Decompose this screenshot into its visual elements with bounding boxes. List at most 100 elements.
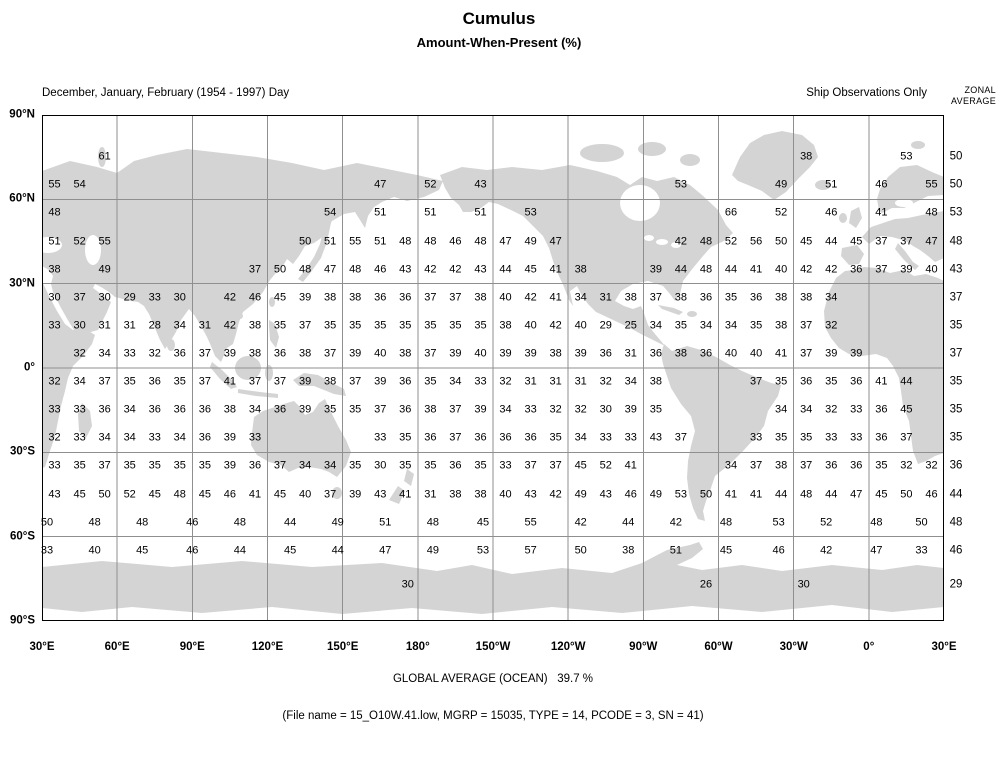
longitude-tick-label: 180°: [405, 641, 430, 653]
grid-cell-value: 37: [524, 459, 537, 472]
grid-cell-value: 44: [233, 544, 247, 557]
grid-cell-value: 42: [820, 544, 833, 557]
grid-cell-value: 35: [399, 459, 412, 472]
grid-cell-value: 49: [649, 488, 663, 500]
grid-cell-value: 50: [915, 516, 928, 529]
grid-cell-value: 42: [669, 516, 683, 529]
grid-cell-value: 33: [599, 431, 612, 444]
grid-cell-value: 48: [136, 516, 149, 529]
grid-cell-value: 36: [474, 431, 487, 444]
zonal-average-value: 35: [949, 431, 963, 444]
grid-cell-value: 33: [474, 375, 487, 388]
grid-cell-value: 36: [449, 459, 462, 472]
grid-cell-value: 45: [198, 488, 212, 500]
grid-cell-value: 39: [349, 347, 362, 360]
grid-cell-value: 37: [98, 375, 111, 388]
grid-cell-value: 48: [298, 263, 312, 276]
grid-cell-value: 53: [674, 178, 688, 191]
grid-cell-value: 55: [48, 178, 61, 191]
grid-cell-value: 45: [574, 459, 587, 472]
grid-cell-value: 31: [549, 375, 562, 388]
grid-cell-value: 36: [825, 459, 838, 472]
graticule: [42, 115, 944, 621]
grid-cell-value: 39: [524, 347, 537, 360]
grid-cell-value: 35: [424, 459, 437, 472]
grid-cell-value: 50: [273, 263, 287, 276]
grid-cell-value: 41: [875, 206, 888, 219]
grid-cell-value: 45: [273, 488, 287, 500]
grid-cell-value: 55: [524, 516, 537, 529]
grid-cell-value: 48: [426, 516, 440, 529]
grid-cell-value: 38: [248, 319, 262, 332]
grid-cell-value: 45: [148, 488, 161, 500]
grid-cell-value: 56: [749, 235, 763, 247]
grid-cell-value: 32: [825, 403, 838, 416]
grid-cell-value: 33: [148, 291, 161, 304]
grid-cell-value: 61: [98, 150, 111, 163]
grid-cell-value: 34: [173, 431, 186, 444]
grid-cell-value: 50: [900, 488, 913, 500]
grid-cell-value: 50: [40, 516, 54, 529]
grid-cell-value: 33: [915, 544, 928, 557]
zonal-average-value: 35: [949, 403, 963, 416]
grid-cell-value: 53: [524, 206, 537, 219]
grid-cell-value: 47: [374, 178, 387, 191]
grid-cell-value: 38: [649, 375, 663, 388]
grid-cell-value: 37: [323, 488, 337, 500]
grid-cell-value: 49: [774, 178, 788, 191]
grid-cell-value: 30: [73, 319, 86, 332]
grid-cell-value: 41: [399, 488, 412, 500]
grid-cell-value: 52: [73, 235, 86, 247]
grid-cell-value: 41: [749, 263, 763, 276]
grid-cell-value: 42: [424, 263, 437, 276]
grid-cell-value: 52: [774, 206, 788, 219]
grid-cell-value: 36: [800, 375, 813, 388]
grid-cell-value: 35: [875, 459, 888, 472]
grid-cell-value: 40: [374, 347, 387, 360]
grid-cell-value: 38: [800, 291, 813, 304]
grid-cell-value: 36: [98, 403, 111, 416]
latitude-tick-label: 60°S: [9, 529, 35, 542]
grid-cell-value: 33: [850, 431, 863, 444]
grid-cell-value: 32: [48, 431, 61, 444]
grid-cell-value: 32: [499, 375, 512, 388]
grid-cell-value: 32: [900, 459, 913, 472]
world-map-panel: 61 38 53 55 54 47 52 43 53 49 51 46 55 48 54 51 51 51 53 66…: [40, 115, 944, 621]
grid-cell-value: 36: [148, 403, 161, 416]
zonal-average-column-header: ZONAL AVERAGE: [926, 85, 996, 107]
grid-cell-value: 51: [669, 544, 683, 557]
grid-cell-value: 37: [800, 459, 813, 472]
grid-cell-value: 48: [424, 235, 437, 247]
grid-cell-value: 35: [399, 319, 412, 332]
grid-cell-value: 33: [48, 319, 61, 332]
grid-cell-value: 40: [524, 319, 537, 332]
grid-cell-value: 30: [401, 578, 414, 590]
grid-cell-value: 41: [749, 488, 763, 500]
grid-cell-value: 34: [574, 291, 587, 304]
grid-cell-value: 35: [474, 459, 487, 472]
grid-cell-value: 33: [248, 431, 262, 444]
grid-cell-value: 45: [73, 488, 86, 500]
file-info-label: (File name = 15_O10W.41.low, MGRP = 1503…: [282, 710, 704, 722]
latitude-tick-label: 90°N: [9, 108, 35, 121]
grid-cell-value: 33: [850, 403, 863, 416]
grid-cell-value: 39: [298, 291, 312, 304]
grid-cell-value: 37: [273, 375, 287, 388]
latitude-tick-label: 30°S: [9, 445, 35, 458]
grid-cell-value: 36: [173, 347, 186, 360]
grid-cell-value: 32: [825, 319, 838, 332]
grid-cell-value: 36: [699, 347, 713, 360]
grid-cell-value: 30: [797, 578, 810, 590]
grid-cell-value: 46: [925, 488, 938, 500]
grid-cell-value: 38: [248, 347, 262, 360]
grid-cell-value: 37: [198, 375, 212, 388]
grid-cell-value: 41: [248, 488, 262, 500]
grid-cell-value: 36: [499, 431, 512, 444]
grid-cell-value: 41: [774, 347, 788, 360]
grid-cell-value: 39: [349, 488, 362, 500]
grid-cell-value: 35: [198, 459, 212, 472]
grid-cell-value: 44: [825, 235, 838, 247]
grid-cell-value: 47: [925, 235, 938, 247]
grid-cell-value: 42: [549, 319, 562, 332]
grid-cell-value: 38: [323, 375, 337, 388]
